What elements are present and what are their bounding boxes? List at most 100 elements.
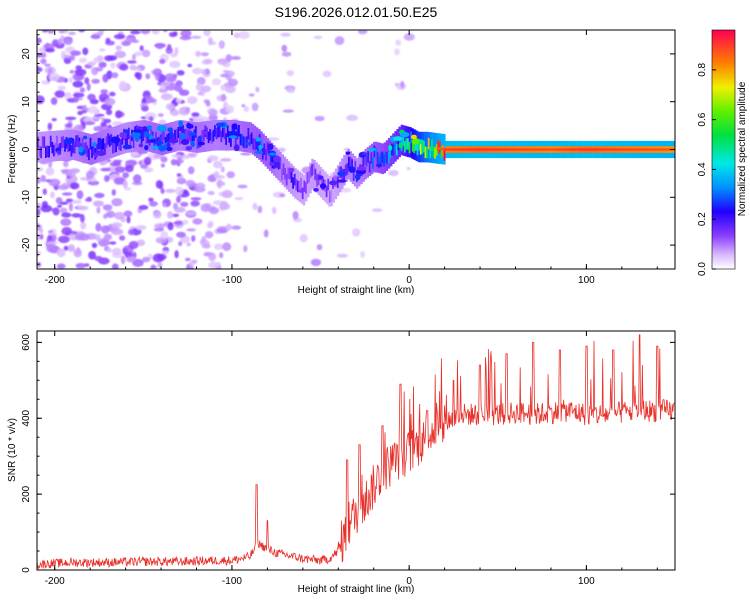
noise-blob xyxy=(114,166,126,173)
ridge-peak xyxy=(651,148,653,151)
ridge-peak xyxy=(644,148,647,151)
ridge-blob xyxy=(398,142,404,149)
noise-blob xyxy=(322,70,332,78)
noise-blob xyxy=(216,229,227,233)
ridge-peak xyxy=(668,148,671,151)
noise-blob xyxy=(194,182,206,189)
noise-blob xyxy=(160,163,165,168)
ridge-core xyxy=(325,185,328,198)
ridge-core xyxy=(46,145,49,158)
noise-blob xyxy=(257,205,263,214)
noise-blob xyxy=(172,73,178,79)
noise-blob xyxy=(79,87,86,93)
ridge-blob xyxy=(110,136,121,144)
ridge-peak xyxy=(456,148,459,151)
noise-blob xyxy=(173,202,178,210)
noise-blob xyxy=(192,67,203,75)
ridge-core xyxy=(263,143,266,155)
ridge-core xyxy=(37,136,39,149)
ridge-blob xyxy=(201,131,208,135)
ridge-core xyxy=(150,128,152,140)
ridge-peak xyxy=(493,148,495,151)
noise-blob xyxy=(138,205,149,210)
ridge-core xyxy=(241,134,243,146)
ridge-peak xyxy=(576,148,578,151)
noise-blob xyxy=(120,255,126,265)
noise-blob xyxy=(346,114,358,121)
ridge-core xyxy=(312,163,315,175)
ridge-peak xyxy=(525,148,527,151)
noise-blob xyxy=(68,77,73,84)
noise-blob xyxy=(132,53,136,61)
colorbar-gradient xyxy=(711,29,736,270)
ridge-core xyxy=(217,126,219,138)
snr-marks xyxy=(37,334,675,570)
noise-blob xyxy=(124,165,134,173)
ridge-peak xyxy=(498,148,500,151)
ridge-peak xyxy=(496,148,499,151)
noise-blob xyxy=(187,63,193,68)
ridge-peak xyxy=(518,148,521,151)
ridge-core xyxy=(226,125,229,137)
ridge-peak xyxy=(660,148,663,151)
ridge-peak xyxy=(566,148,569,151)
noise-blob xyxy=(100,167,111,172)
ridge-core xyxy=(330,190,333,202)
ridge-blob xyxy=(337,171,346,177)
ridge-peak xyxy=(619,148,621,151)
noise-blob xyxy=(111,198,123,207)
noise-blob xyxy=(159,58,166,64)
noise-blob xyxy=(41,30,49,33)
ridge-core xyxy=(443,149,446,161)
ridge-core xyxy=(234,135,237,147)
ridge-core xyxy=(68,139,71,152)
noise-blob xyxy=(184,257,191,262)
ridge-peak xyxy=(608,148,610,151)
noise-blob xyxy=(208,207,220,215)
noise-blob xyxy=(334,36,345,46)
noise-blob xyxy=(38,47,47,53)
noise-blob xyxy=(84,198,93,202)
ridge-peak xyxy=(520,148,523,151)
ridge-peak xyxy=(550,148,553,151)
ridge-blob xyxy=(119,132,128,138)
noise-blob xyxy=(158,88,168,93)
ridge-peak xyxy=(529,148,532,151)
ridge-peak xyxy=(475,148,478,151)
ridge-core xyxy=(284,168,286,180)
noise-blob xyxy=(100,122,107,127)
noise-blob xyxy=(155,43,164,50)
ridge-core xyxy=(171,130,173,142)
ridge-peak xyxy=(628,148,631,151)
ridge-peak xyxy=(502,148,505,151)
noise-blob xyxy=(109,91,116,97)
ridge-core xyxy=(253,139,256,151)
ridge-peak xyxy=(665,148,668,151)
ridge-blob xyxy=(361,152,368,156)
noise-blob xyxy=(91,116,103,120)
ridge-peak xyxy=(635,148,637,151)
ridge-core xyxy=(327,178,330,191)
ridge-blob xyxy=(96,150,106,157)
ridge-peak xyxy=(517,148,519,151)
noise-blob xyxy=(126,256,137,263)
ridge-core xyxy=(83,142,86,155)
noise-blob xyxy=(62,38,73,46)
noise-blob xyxy=(151,30,160,35)
noise-blob xyxy=(219,252,224,259)
noise-blob xyxy=(84,263,90,267)
noise-blob xyxy=(139,45,144,52)
y-tick-label: 0 xyxy=(21,146,32,152)
noise-blob xyxy=(48,72,60,82)
ridge-core xyxy=(348,156,350,169)
y-tick-label: 0 xyxy=(21,567,32,573)
noise-blob xyxy=(226,171,235,179)
noise-blob xyxy=(87,180,100,186)
noise-blob xyxy=(95,222,102,232)
ridge-peak xyxy=(438,147,441,150)
spectrogram-y-label: Frequency (Hz) xyxy=(7,115,18,184)
ridge-peak xyxy=(477,148,479,151)
ridge-blob xyxy=(228,135,238,139)
ridge-core xyxy=(177,126,180,139)
ridge-blob xyxy=(393,136,403,141)
